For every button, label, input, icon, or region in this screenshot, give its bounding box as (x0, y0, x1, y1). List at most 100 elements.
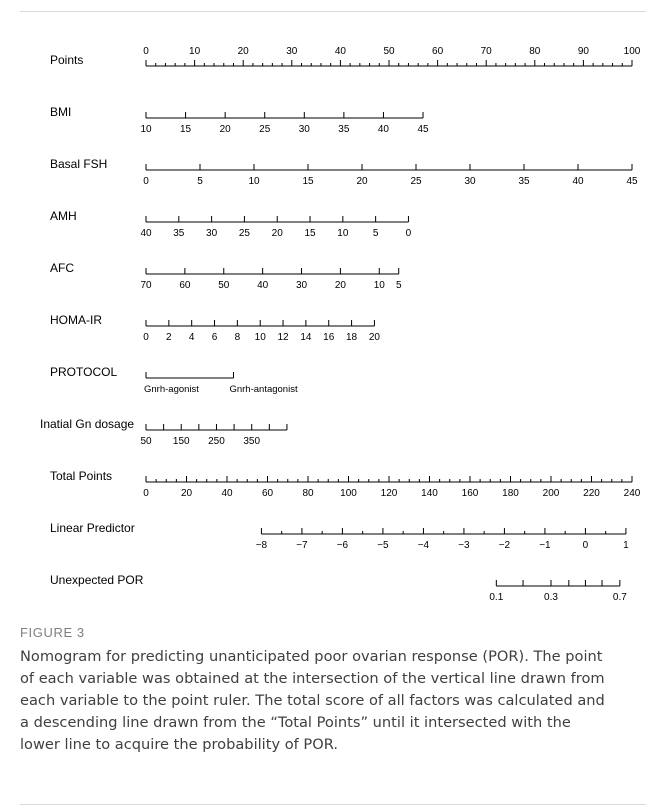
points-tick-label: 10 (189, 46, 201, 57)
row-label-protocol: PROTOCOL (50, 365, 117, 379)
row-label-inatial-gn-dosage: Inatial Gn dosage (40, 417, 134, 431)
tick-label-bmi: 40 (378, 124, 390, 135)
tick-label-inatial-gn-dosage: 50 (140, 436, 152, 447)
tick-label-basal-fsh: 0 (143, 176, 149, 187)
tick-label-basal-fsh: 5 (197, 176, 203, 187)
linear-predictor-tick-label: −4 (418, 540, 430, 551)
por-tick-label: 0.1 (489, 592, 503, 603)
row-label-unexpected-por: Unexpected POR (50, 573, 144, 587)
tick-label-basal-fsh: 10 (248, 176, 260, 187)
points-tick-label: 20 (238, 46, 250, 57)
points-tick-label: 90 (578, 46, 590, 57)
total-points-tick-label: 140 (421, 488, 438, 499)
tick-label-basal-fsh: 40 (572, 176, 584, 187)
protocol-category-label: Gnrh-agonist (144, 384, 199, 395)
points-tick-label: 30 (286, 46, 298, 57)
tick-label-inatial-gn-dosage: 350 (243, 436, 260, 447)
total-points-tick-label: 160 (462, 488, 479, 499)
points-tick-label: 50 (383, 46, 395, 57)
tick-label-homa-ir: 16 (323, 332, 335, 343)
points-tick-label: 80 (529, 46, 541, 57)
tick-label-afc: 5 (396, 280, 402, 291)
linear-predictor-tick-label: 0 (583, 540, 589, 551)
tick-label-amh: 40 (140, 228, 152, 239)
tick-label-homa-ir: 2 (166, 332, 172, 343)
tick-label-afc: 10 (374, 280, 386, 291)
tick-label-basal-fsh: 35 (518, 176, 530, 187)
total-points-tick-label: 100 (340, 488, 357, 499)
tick-label-homa-ir: 10 (255, 332, 267, 343)
linear-predictor-tick-label: −6 (337, 540, 349, 551)
tick-label-amh: 15 (304, 228, 316, 239)
linear-predictor-tick-label: −8 (256, 540, 268, 551)
tick-label-basal-fsh: 15 (302, 176, 314, 187)
points-tick-label: 40 (335, 46, 347, 57)
tick-label-bmi: 45 (417, 124, 429, 135)
tick-label-bmi: 15 (180, 124, 192, 135)
tick-label-amh: 0 (406, 228, 412, 239)
row-label-afc: AFC (50, 261, 74, 275)
points-tick-label: 70 (481, 46, 493, 57)
tick-label-homa-ir: 12 (277, 332, 289, 343)
tick-label-amh: 30 (206, 228, 218, 239)
tick-label-bmi: 30 (299, 124, 311, 135)
por-tick-label: 0.3 (544, 592, 558, 603)
tick-label-inatial-gn-dosage: 250 (208, 436, 225, 447)
tick-label-bmi: 10 (140, 124, 152, 135)
total-points-tick-label: 180 (502, 488, 519, 499)
tick-label-basal-fsh: 30 (464, 176, 476, 187)
tick-label-homa-ir: 0 (143, 332, 149, 343)
tick-label-afc: 20 (335, 280, 347, 291)
row-label-total-points: Total Points (50, 469, 112, 483)
total-points-tick-label: 20 (181, 488, 193, 499)
tick-label-amh: 5 (373, 228, 379, 239)
tick-label-amh: 35 (173, 228, 185, 239)
row-label-linear-predictor: Linear Predictor (50, 521, 135, 535)
points-tick-label: 100 (624, 46, 641, 57)
linear-predictor-tick-label: −2 (499, 540, 511, 551)
linear-predictor-tick-label: −7 (296, 540, 308, 551)
top-rule (20, 11, 646, 12)
protocol-category-label: Gnrh-antagonist (229, 384, 297, 395)
tick-label-inatial-gn-dosage: 150 (173, 436, 190, 447)
tick-label-bmi: 35 (338, 124, 350, 135)
total-points-tick-label: 120 (381, 488, 398, 499)
tick-label-afc: 30 (296, 280, 308, 291)
points-tick-label: 0 (143, 46, 149, 57)
tick-label-homa-ir: 8 (235, 332, 241, 343)
tick-label-bmi: 20 (220, 124, 232, 135)
tick-label-afc: 60 (179, 280, 191, 291)
total-points-tick-label: 80 (302, 488, 314, 499)
tick-label-homa-ir: 18 (346, 332, 358, 343)
tick-label-basal-fsh: 25 (410, 176, 422, 187)
tick-label-homa-ir: 6 (212, 332, 218, 343)
linear-predictor-tick-label: 1 (623, 540, 629, 551)
tick-label-amh: 10 (337, 228, 349, 239)
figure-label: FIGURE 3 (20, 625, 85, 640)
tick-label-amh: 25 (239, 228, 251, 239)
row-label-homa-ir: HOMA-IR (50, 313, 102, 327)
figure-caption-block: FIGURE 3 Nomogram for predicting unantic… (20, 625, 610, 756)
tick-label-bmi: 25 (259, 124, 271, 135)
linear-predictor-tick-label: −3 (458, 540, 470, 551)
row-label-points: Points (50, 53, 83, 67)
linear-predictor-tick-label: −5 (377, 540, 389, 551)
por-tick-label: 0.7 (613, 592, 627, 603)
row-label-bmi: BMI (50, 105, 71, 119)
row-label-amh: AMH (50, 209, 77, 223)
total-points-tick-label: 240 (624, 488, 641, 499)
tick-label-afc: 40 (257, 280, 269, 291)
row-label-basal-fsh: Basal FSH (50, 157, 107, 171)
total-points-tick-label: 220 (583, 488, 600, 499)
tick-label-amh: 20 (272, 228, 284, 239)
total-points-tick-label: 200 (543, 488, 560, 499)
tick-label-basal-fsh: 20 (356, 176, 368, 187)
tick-label-basal-fsh: 45 (626, 176, 638, 187)
tick-label-homa-ir: 4 (189, 332, 195, 343)
total-points-tick-label: 0 (143, 488, 149, 499)
tick-label-afc: 50 (218, 280, 230, 291)
total-points-tick-label: 60 (262, 488, 274, 499)
tick-label-homa-ir: 14 (300, 332, 312, 343)
points-tick-label: 60 (432, 46, 444, 57)
